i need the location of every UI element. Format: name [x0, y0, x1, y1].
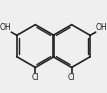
Text: OH: OH — [0, 23, 11, 32]
Text: OH: OH — [96, 23, 107, 32]
Text: Cl: Cl — [68, 73, 75, 82]
Text: Cl: Cl — [32, 73, 39, 82]
